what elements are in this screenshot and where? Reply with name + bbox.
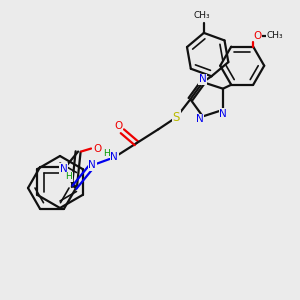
Text: O: O — [114, 121, 122, 131]
Text: H: H — [103, 149, 110, 158]
Text: CH₃: CH₃ — [194, 11, 210, 20]
Text: N: N — [88, 160, 96, 170]
Text: N: N — [196, 114, 204, 124]
Text: O: O — [93, 143, 101, 154]
Text: N: N — [199, 74, 207, 84]
Text: CH₃: CH₃ — [267, 31, 284, 40]
Text: N: N — [219, 109, 227, 119]
Text: N: N — [60, 164, 68, 174]
Text: N: N — [110, 152, 118, 162]
Text: S: S — [173, 111, 180, 124]
Text: H: H — [65, 172, 72, 182]
Text: O: O — [253, 31, 261, 41]
